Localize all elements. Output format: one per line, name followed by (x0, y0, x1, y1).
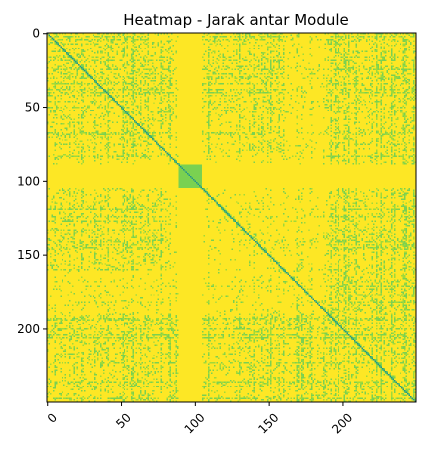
chart-title: Heatmap - Jarak antar Module (123, 11, 349, 29)
y-tick-label: 100 (17, 174, 40, 188)
heatmap-cells (47, 33, 416, 402)
y-tick-label: 200 (17, 322, 40, 336)
y-tick-label: 0 (32, 27, 40, 41)
x-tick-label: 200 (329, 410, 355, 436)
y-tick-label: 150 (17, 248, 40, 262)
y-tick-label: 50 (25, 101, 40, 115)
plot-frame (46, 32, 417, 403)
x-tick-label: 50 (113, 410, 134, 431)
x-tick-label: 0 (45, 410, 60, 425)
plot-area (47, 33, 416, 402)
x-tick-label: 100 (182, 410, 208, 436)
x-tick-label: 150 (255, 410, 281, 436)
